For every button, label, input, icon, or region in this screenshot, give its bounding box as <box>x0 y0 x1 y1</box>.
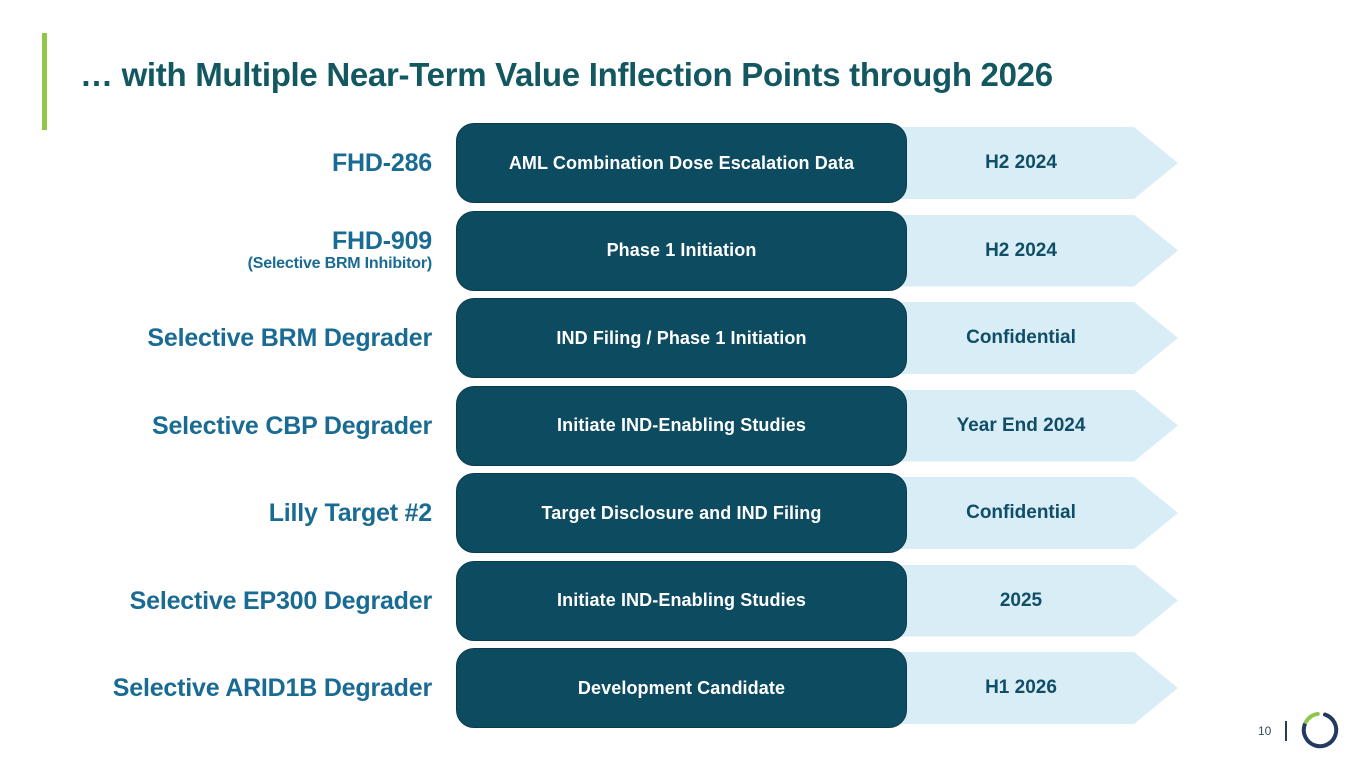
program-label: Lilly Target #2 <box>0 473 432 553</box>
pipeline-row-arid1b-degrader: Selective ARID1B Degrader H1 2026 Develo… <box>0 648 1365 728</box>
program-label: FHD-909 (Selective BRM Inhibitor) <box>0 211 433 291</box>
program-label: Selective BRM Degrader <box>0 298 432 378</box>
timing-label: H2 2024 <box>985 239 1057 261</box>
timing-arrow: Confidential <box>890 477 1178 549</box>
pipeline-row-cbp-degrader: Selective CBP Degrader Year End 2024 Ini… <box>0 385 1365 466</box>
program-label: Selective ARID1B Degrader <box>0 648 432 728</box>
program-label: FHD-286 <box>0 123 432 203</box>
program-name: Lilly Target #2 <box>268 499 432 527</box>
program-name: FHD-286 <box>331 149 432 177</box>
milestone-box: IND Filing / Phase 1 Initiation <box>456 298 907 378</box>
milestone-box: Initiate IND-Enabling Studies <box>456 385 907 466</box>
milestone-box: AML Combination Dose Escalation Data <box>456 123 907 203</box>
pipeline-row-fhd-286: FHD-286 H2 2024 AML Combination Dose Esc… <box>0 123 1365 203</box>
milestone-label: Phase 1 Initiation <box>606 240 757 260</box>
pipeline-row-fhd-909: FHD-909 (Selective BRM Inhibitor) H2 202… <box>0 210 1365 291</box>
milestone-label: Development Candidate <box>577 677 786 698</box>
program-subtitle: (Selective BRM Inhibitor) <box>247 255 433 273</box>
timing-arrow: H1 2026 <box>890 652 1178 724</box>
timing-arrow: H2 2024 <box>890 215 1178 287</box>
timing-arrow: Year End 2024 <box>890 390 1178 462</box>
timing-label: Year End 2024 <box>956 414 1086 436</box>
milestone-label: Initiate IND-Enabling Studies <box>557 415 806 435</box>
milestone-box: Target Disclosure and IND Filing <box>456 473 907 553</box>
milestone-box: Phase 1 Initiation <box>456 210 907 291</box>
timing-label: H1 2026 <box>985 677 1057 698</box>
milestone-box: Initiate IND-Enabling Studies <box>456 560 907 641</box>
milestone-label: Target Disclosure and IND Filing <box>541 502 822 523</box>
program-label: Selective CBP Degrader <box>0 386 432 466</box>
milestone-label: AML Combination Dose Escalation Data <box>508 152 855 173</box>
pipeline-row-lilly-target-2: Lilly Target #2 Confidential Target Disc… <box>0 473 1365 553</box>
milestone-label: Initiate IND-Enabling Studies <box>557 590 806 610</box>
program-name: Selective CBP Degrader <box>152 411 432 440</box>
program-name: FHD-909 <box>331 227 432 256</box>
pipeline-milestone-table: FHD-286 H2 2024 AML Combination Dose Esc… <box>0 123 1365 736</box>
timing-arrow: Confidential <box>890 302 1178 374</box>
milestone-label: IND Filing / Phase 1 Initiation <box>556 327 807 348</box>
slide-title: … with Multiple Near-Term Value Inflecti… <box>80 56 1053 93</box>
program-name: Selective EP300 Degrader <box>129 586 433 615</box>
timing-label: Confidential <box>966 502 1076 523</box>
program-label: Selective EP300 Degrader <box>0 561 433 641</box>
timing-label: H2 2024 <box>985 152 1057 173</box>
timing-arrow: H2 2024 <box>890 127 1178 199</box>
pipeline-row-ep300-degrader: Selective EP300 Degrader 2025 Initiate I… <box>0 560 1365 641</box>
program-name: Selective ARID1B Degrader <box>112 674 432 702</box>
title-accent-bar <box>42 33 47 130</box>
program-name: Selective BRM Degrader <box>147 324 432 352</box>
timing-arrow: 2025 <box>890 565 1178 637</box>
milestone-box: Development Candidate <box>456 648 907 728</box>
timing-label: 2025 <box>999 589 1043 611</box>
timing-label: Confidential <box>966 327 1076 348</box>
pipeline-row-brm-degrader: Selective BRM Degrader Confidential IND … <box>0 298 1365 378</box>
